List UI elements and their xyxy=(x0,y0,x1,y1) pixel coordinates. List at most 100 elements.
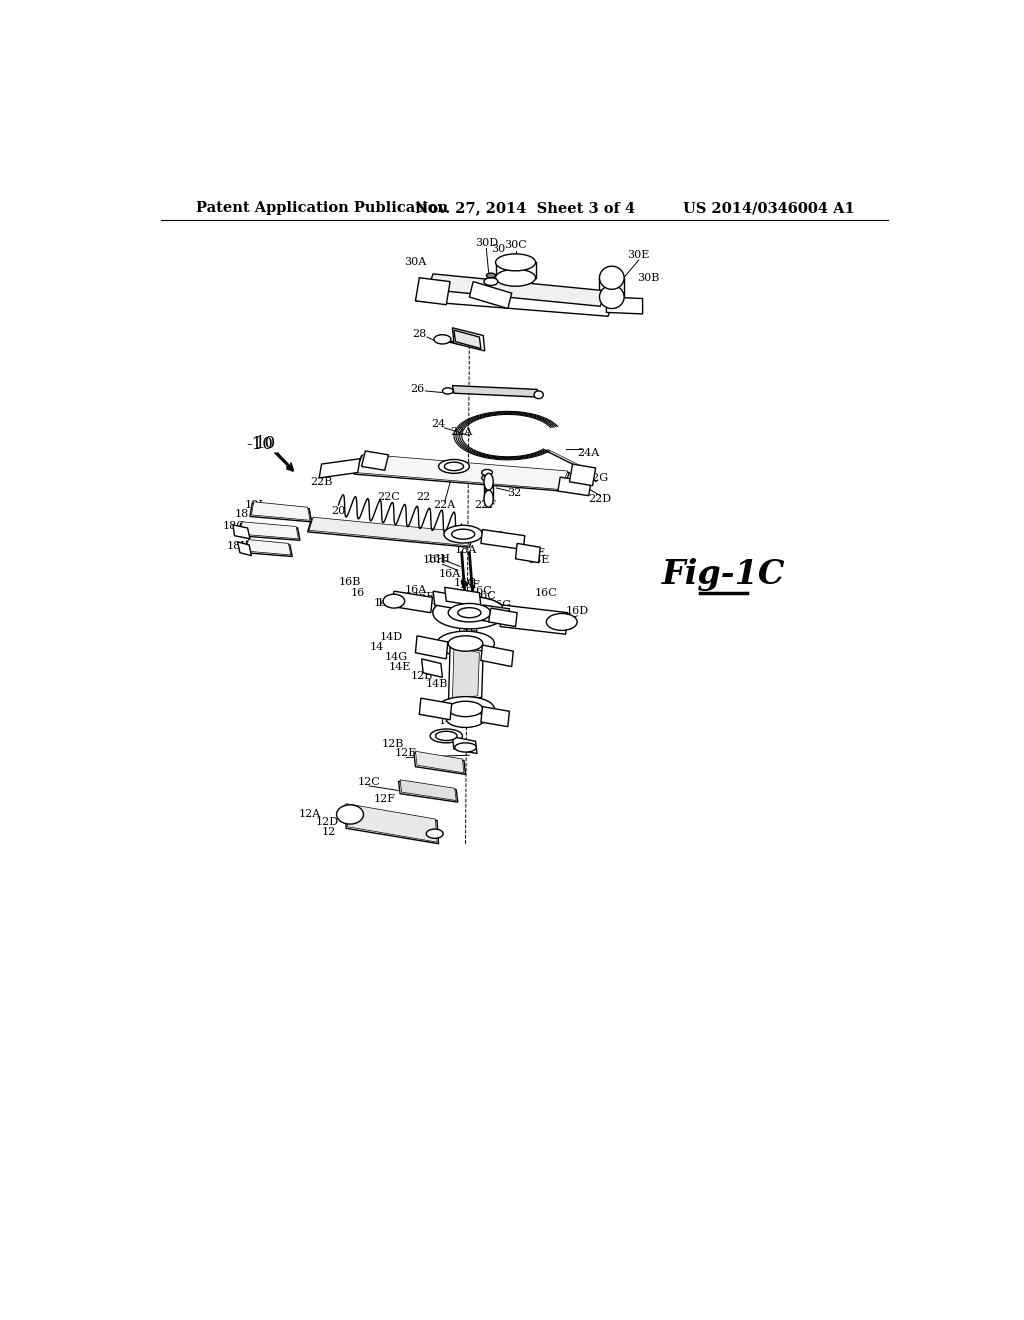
Polygon shape xyxy=(414,752,466,775)
Text: 16C: 16C xyxy=(473,591,497,601)
Ellipse shape xyxy=(486,273,496,277)
Text: 32: 32 xyxy=(507,488,521,499)
Ellipse shape xyxy=(481,475,493,480)
Polygon shape xyxy=(233,525,250,539)
Polygon shape xyxy=(515,544,541,562)
Text: 22C: 22C xyxy=(377,492,400,502)
Ellipse shape xyxy=(337,805,364,824)
Text: 12C: 12C xyxy=(357,777,381,787)
Text: 28: 28 xyxy=(413,329,426,339)
Text: 16G: 16G xyxy=(488,601,512,610)
Text: 18C: 18C xyxy=(223,520,246,531)
Text: 12B: 12B xyxy=(381,739,403,748)
Ellipse shape xyxy=(484,474,494,490)
Polygon shape xyxy=(355,454,568,490)
Text: 30B: 30B xyxy=(637,273,659,282)
Ellipse shape xyxy=(433,597,506,628)
Ellipse shape xyxy=(426,829,443,838)
Ellipse shape xyxy=(435,731,457,741)
Ellipse shape xyxy=(444,462,464,471)
Polygon shape xyxy=(416,277,451,305)
Text: 14D: 14D xyxy=(379,632,402,643)
Ellipse shape xyxy=(449,701,483,717)
Text: 30: 30 xyxy=(492,244,506,255)
Text: 22: 22 xyxy=(416,492,430,502)
Text: 14C: 14C xyxy=(377,598,400,609)
Text: 14C: 14C xyxy=(374,598,396,609)
Text: -10: -10 xyxy=(247,437,273,453)
Polygon shape xyxy=(453,737,477,754)
Polygon shape xyxy=(400,780,457,800)
Text: Nov. 27, 2014  Sheet 3 of 4: Nov. 27, 2014 Sheet 3 of 4 xyxy=(415,202,635,215)
Text: 16F: 16F xyxy=(459,579,480,590)
Text: 14B: 14B xyxy=(426,678,449,689)
Text: Fig-1C: Fig-1C xyxy=(662,557,785,591)
Text: 18H: 18H xyxy=(226,541,250,550)
Text: 22D: 22D xyxy=(589,494,611,504)
Text: 14G: 14G xyxy=(385,652,408,661)
Text: 10: 10 xyxy=(255,434,275,451)
Text: 30C: 30C xyxy=(504,240,527,251)
Ellipse shape xyxy=(449,636,483,651)
Polygon shape xyxy=(481,605,509,624)
Ellipse shape xyxy=(484,490,494,507)
Polygon shape xyxy=(481,529,524,549)
Polygon shape xyxy=(252,502,310,520)
Polygon shape xyxy=(469,281,512,309)
Polygon shape xyxy=(307,519,473,548)
Polygon shape xyxy=(250,503,311,521)
Ellipse shape xyxy=(496,253,536,271)
Text: 24: 24 xyxy=(431,418,445,429)
Text: 18E: 18E xyxy=(427,597,450,606)
Text: 12A: 12A xyxy=(299,809,322,820)
Polygon shape xyxy=(346,804,437,842)
Text: 20: 20 xyxy=(332,506,345,516)
Text: 16C: 16C xyxy=(535,587,558,598)
Polygon shape xyxy=(427,275,606,306)
Text: 16F: 16F xyxy=(412,593,434,602)
Ellipse shape xyxy=(383,594,404,609)
Text: 16B: 16B xyxy=(339,577,361,587)
Ellipse shape xyxy=(484,277,498,285)
Ellipse shape xyxy=(444,525,482,543)
Ellipse shape xyxy=(430,729,463,743)
Polygon shape xyxy=(419,698,452,719)
Text: 14F: 14F xyxy=(474,652,496,663)
Text: US 2014/0346004 A1: US 2014/0346004 A1 xyxy=(683,202,854,215)
Polygon shape xyxy=(354,455,569,491)
Polygon shape xyxy=(422,659,442,677)
Polygon shape xyxy=(238,543,252,556)
Polygon shape xyxy=(245,541,292,557)
Polygon shape xyxy=(444,587,481,607)
Text: Patent Application Publication: Patent Application Publication xyxy=(196,202,449,215)
Polygon shape xyxy=(309,517,472,545)
Ellipse shape xyxy=(599,267,625,289)
Polygon shape xyxy=(488,609,517,627)
Text: 18: 18 xyxy=(236,510,249,519)
Text: 30D: 30D xyxy=(475,238,498,248)
Polygon shape xyxy=(454,330,481,348)
Text: 26: 26 xyxy=(411,384,425,395)
Polygon shape xyxy=(606,297,643,314)
Text: 24A: 24A xyxy=(578,447,600,458)
Ellipse shape xyxy=(481,470,493,475)
Text: 16H: 16H xyxy=(427,554,451,564)
Polygon shape xyxy=(449,645,483,701)
Text: 18J: 18J xyxy=(245,500,263,510)
Polygon shape xyxy=(319,459,360,478)
Ellipse shape xyxy=(496,269,536,286)
Ellipse shape xyxy=(434,335,451,345)
Polygon shape xyxy=(481,706,509,726)
Text: 12B: 12B xyxy=(411,671,433,681)
Ellipse shape xyxy=(442,388,454,395)
Polygon shape xyxy=(569,465,596,486)
Ellipse shape xyxy=(547,614,578,631)
Ellipse shape xyxy=(436,697,495,721)
Text: 22G: 22G xyxy=(585,473,608,483)
Ellipse shape xyxy=(452,529,475,539)
Polygon shape xyxy=(416,281,615,317)
Polygon shape xyxy=(240,521,298,539)
Text: 22A: 22A xyxy=(451,426,473,437)
Text: 16A: 16A xyxy=(404,585,427,594)
Text: 14J: 14J xyxy=(440,635,460,644)
